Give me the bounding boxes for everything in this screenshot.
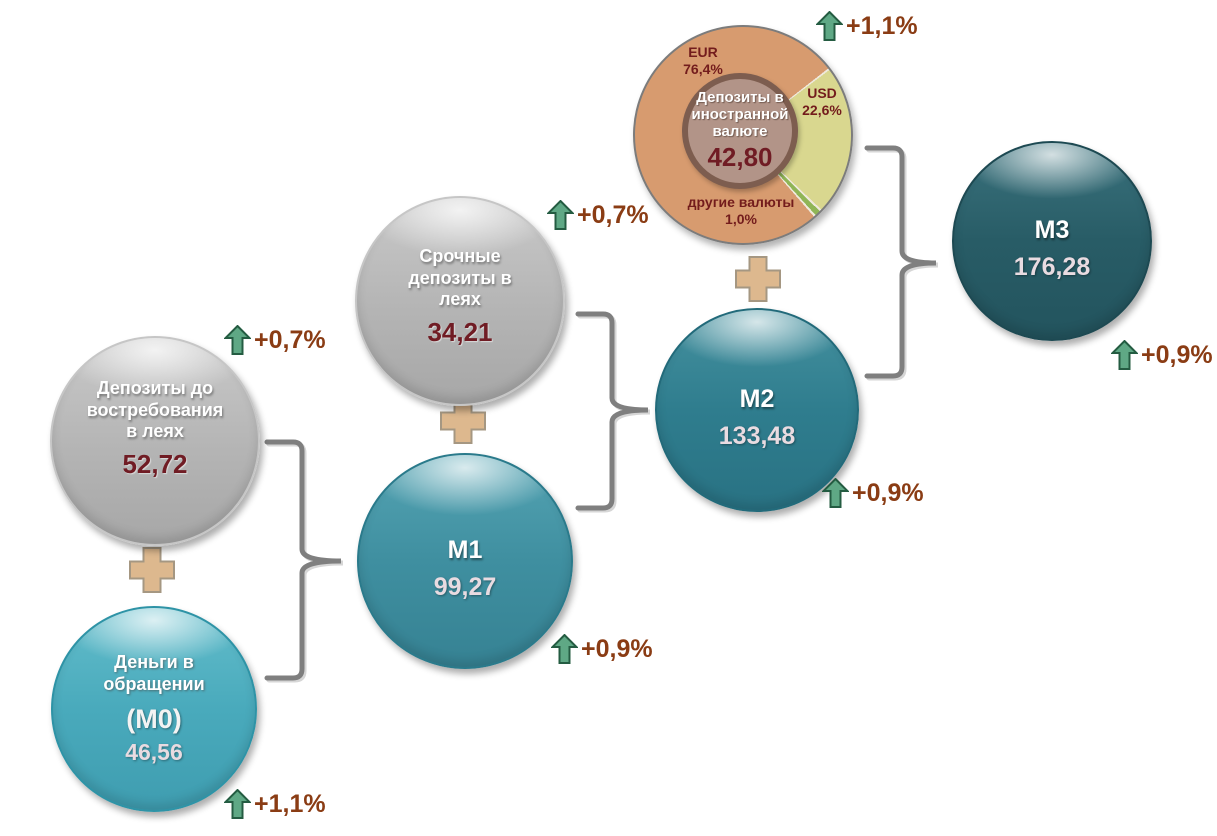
m3-label: M3 bbox=[1034, 216, 1070, 244]
usd-pct: 22,6% bbox=[802, 101, 842, 118]
usd-slice-label: USD 22,6% bbox=[782, 85, 862, 118]
m3-value: 176,28 bbox=[1013, 253, 1091, 281]
brace-demand-m0-to-m1 bbox=[264, 439, 342, 681]
demand-deposits-circle: Депозиты до востребования в леях 52,72 bbox=[50, 336, 260, 546]
up-arrow-icon bbox=[224, 325, 251, 355]
plus-icon bbox=[735, 256, 781, 302]
brace-fx-m2-to-m3 bbox=[864, 145, 937, 379]
eur-pct: 76,4% bbox=[683, 60, 723, 77]
demand-deposits-value: 52,72 bbox=[122, 449, 188, 480]
other-name: другие валюты bbox=[687, 194, 795, 210]
time-deposits-label: Срочные депозиты в леях bbox=[408, 245, 512, 310]
demand-deposits-label: Депозиты до востребования в леях bbox=[86, 377, 224, 442]
m0-circle: Деньги в обращении (М0) 46,56 bbox=[51, 606, 257, 812]
eur-slice-label: EUR 76,4% bbox=[655, 44, 751, 77]
other-pct: 1,0% bbox=[725, 210, 757, 227]
time-deposits-value: 34,21 bbox=[427, 317, 493, 348]
fx-deposits-change-label: +1,1% bbox=[846, 12, 918, 40]
up-arrow-icon bbox=[547, 200, 574, 230]
time-deposits-change: +0,7% bbox=[547, 200, 649, 230]
time-deposits-circle: Срочные депозиты в леях 34,21 bbox=[355, 196, 565, 406]
m0-value: 46,56 bbox=[125, 738, 183, 765]
up-arrow-icon bbox=[1111, 340, 1138, 370]
m0-label: Деньги в обращении bbox=[103, 652, 205, 694]
m3-circle: M3 176,28 bbox=[952, 141, 1152, 341]
m1-circle: M1 99,27 bbox=[357, 453, 573, 669]
m0-change-label: +1,1% bbox=[254, 790, 326, 818]
demand-deposits-change-label: +0,7% bbox=[254, 326, 326, 354]
fx-deposits-donut-center: Депозиты в иностранной валюте 42,80 bbox=[682, 73, 798, 189]
m1-value: 99,27 bbox=[433, 573, 497, 601]
m1-label: M1 bbox=[447, 536, 483, 564]
other-currencies-slice-label: другие валюты 1,0% bbox=[657, 194, 825, 227]
m2-change-label: +0,9% bbox=[852, 479, 924, 507]
brace-time-m1-to-m2 bbox=[575, 311, 649, 511]
fx-deposits-label: Депозиты в иностранной валюте bbox=[691, 88, 789, 141]
fx-deposits-change: +1,1% bbox=[816, 11, 918, 41]
m3-change: +0,9% bbox=[1111, 340, 1213, 370]
m0-code: (М0) bbox=[126, 703, 182, 734]
m1-change-label: +0,9% bbox=[581, 635, 653, 663]
m1-change: +0,9% bbox=[551, 634, 653, 664]
up-arrow-icon bbox=[822, 478, 849, 508]
time-deposits-change-label: +0,7% bbox=[577, 201, 649, 229]
fx-deposits-value: 42,80 bbox=[707, 142, 773, 173]
usd-name: USD bbox=[807, 85, 837, 101]
up-arrow-icon bbox=[816, 11, 843, 41]
m3-change-label: +0,9% bbox=[1141, 341, 1213, 369]
m2-label: M2 bbox=[739, 385, 775, 413]
up-arrow-icon bbox=[551, 634, 578, 664]
plus-icon bbox=[129, 547, 175, 593]
m2-change: +0,9% bbox=[822, 478, 924, 508]
up-arrow-icon bbox=[224, 789, 251, 819]
demand-deposits-change: +0,7% bbox=[224, 325, 326, 355]
m0-change: +1,1% bbox=[224, 789, 326, 819]
eur-name: EUR bbox=[688, 44, 718, 60]
m2-value: 133,48 bbox=[718, 422, 796, 450]
